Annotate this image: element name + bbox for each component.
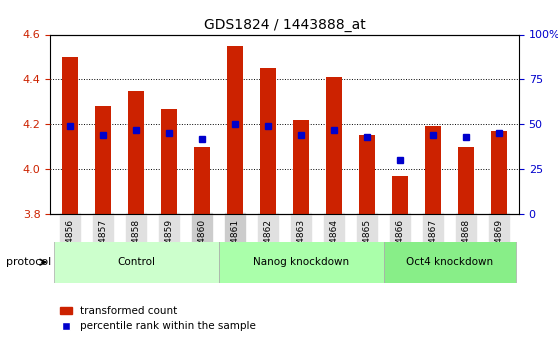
Text: Control: Control	[117, 257, 155, 267]
Bar	[227, 46, 243, 214]
Title: GDS1824 / 1443888_at: GDS1824 / 1443888_at	[204, 18, 365, 32]
Bar	[128, 90, 145, 214]
Bar	[260, 68, 276, 214]
Legend: transformed count, percentile rank within the sample: transformed count, percentile rank withi…	[55, 302, 261, 335]
Bar	[392, 176, 408, 214]
Bar	[194, 147, 210, 214]
Bar	[161, 108, 177, 214]
Bar	[491, 131, 507, 214]
FancyBboxPatch shape	[383, 241, 516, 283]
Bar	[326, 77, 343, 214]
Text: protocol: protocol	[6, 257, 51, 267]
Text: Oct4 knockdown: Oct4 knockdown	[406, 257, 493, 267]
Bar	[458, 147, 474, 214]
FancyBboxPatch shape	[54, 241, 219, 283]
Bar	[95, 106, 111, 214]
Bar	[293, 120, 309, 214]
Bar	[425, 126, 441, 214]
FancyBboxPatch shape	[219, 241, 383, 283]
Bar	[359, 135, 376, 214]
Bar	[62, 57, 78, 214]
Text: Nanog knockdown: Nanog knockdown	[253, 257, 349, 267]
